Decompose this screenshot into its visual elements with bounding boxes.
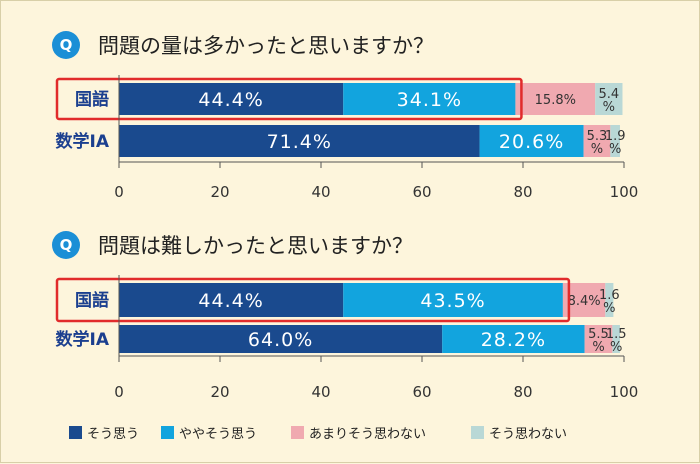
q-badge-letter: Q bbox=[60, 36, 73, 54]
data-label: 5.4 bbox=[599, 87, 620, 102]
bar-segment-so-omou bbox=[119, 83, 344, 115]
x-tick-label: 40 bbox=[311, 383, 330, 401]
data-label: 1.5 bbox=[606, 327, 627, 342]
x-tick-label: 100 bbox=[610, 383, 639, 401]
bar-row: 64.0% 28.2% 5.5%1.5% bbox=[119, 325, 627, 355]
category-label: 国語 bbox=[75, 290, 109, 311]
legend-swatch bbox=[471, 426, 484, 439]
legend-swatch bbox=[69, 426, 82, 439]
x-tick-label: 0 bbox=[114, 383, 124, 401]
question-title: 問題の量は多かったと思いますか？ bbox=[98, 34, 434, 58]
data-label: 28.2% bbox=[481, 329, 546, 351]
bar-segment-so-omou bbox=[119, 125, 480, 157]
q-badge-circle bbox=[52, 231, 80, 259]
x-tick-label: 60 bbox=[412, 383, 431, 401]
bar-segment-so-omowanai bbox=[605, 283, 614, 317]
legend: そう思う ややそう思う あまりそう思わない そう思わない bbox=[69, 426, 567, 442]
legend-item-so-omowanai: そう思わない bbox=[471, 426, 567, 442]
data-label: 43.5% bbox=[420, 290, 485, 312]
data-label: 1.6 bbox=[599, 288, 620, 303]
data-label: 15.8% bbox=[535, 93, 576, 108]
legend-item-yaya-so-omou: ややそう思う bbox=[161, 426, 257, 442]
data-label: 44.4% bbox=[198, 290, 263, 312]
bar-segment-yaya-so-omou bbox=[343, 83, 516, 115]
category-label: 数学IA bbox=[56, 329, 110, 350]
bar-segment-so-omou bbox=[119, 325, 443, 353]
bar-segment-so-omowanai bbox=[610, 125, 620, 157]
category-label: 国語 bbox=[75, 89, 109, 110]
x-tick-label: 20 bbox=[210, 183, 229, 201]
bar-segment-yaya-so-omou bbox=[442, 325, 585, 353]
q-badge-letter: Q bbox=[60, 236, 73, 254]
x-tick-label: 40 bbox=[311, 183, 330, 201]
data-label-unit: % bbox=[610, 340, 622, 355]
highlight-frame bbox=[55, 77, 523, 121]
highlight-frame bbox=[55, 277, 571, 323]
data-label: 5.5 bbox=[588, 327, 609, 342]
chart-2: Q 問題は難しかったと思いますか？ 44.4% 43.5% 8.4%1.6% 国語 64.0… bbox=[52, 231, 638, 401]
data-label: 44.4% bbox=[198, 89, 263, 111]
question-title: 問題は難しかったと思いますか？ bbox=[98, 234, 413, 258]
legend-label: あまりそう思わない bbox=[309, 427, 426, 442]
bar-row: 44.4% 43.5% 8.4%1.6% bbox=[119, 283, 620, 317]
q-badge-circle bbox=[52, 31, 80, 59]
data-label: 20.6% bbox=[499, 131, 564, 153]
bar-segment-so-omowanai bbox=[612, 325, 620, 353]
x-tick-label: 100 bbox=[610, 183, 639, 201]
bar-segment-amari-so-omowanai bbox=[583, 125, 611, 157]
data-label: 34.1% bbox=[397, 89, 462, 111]
data-label-unit: % bbox=[603, 100, 615, 115]
data-label: 64.0% bbox=[248, 329, 313, 351]
category-label: 数学IA bbox=[56, 131, 110, 152]
data-label: 5.3 bbox=[587, 129, 608, 144]
legend-item-amari-so-omowanai: あまりそう思わない bbox=[291, 426, 426, 442]
data-label: 1.9 bbox=[605, 129, 626, 144]
x-tick-label: 80 bbox=[513, 183, 532, 201]
x-tick-label: 60 bbox=[412, 183, 431, 201]
legend-label: ややそう思う bbox=[179, 427, 257, 442]
bar-segment-amari-so-omowanai bbox=[584, 325, 613, 353]
data-label: 71.4% bbox=[267, 131, 332, 153]
bar-segment-amari-so-omowanai bbox=[515, 83, 596, 115]
bar-segment-so-omowanai bbox=[595, 83, 623, 115]
bar-segment-yaya-so-omou bbox=[343, 283, 563, 317]
bar-row: 44.4% 34.1% 15.8% 5.4% bbox=[119, 83, 623, 115]
bar-segment-so-omou bbox=[119, 283, 344, 317]
legend-swatch bbox=[161, 426, 174, 439]
data-label-unit: % bbox=[609, 142, 621, 157]
bar-segment-yaya-so-omou bbox=[479, 125, 584, 157]
x-tick-label: 80 bbox=[513, 383, 532, 401]
legend-swatch bbox=[291, 426, 304, 439]
data-label-unit: % bbox=[592, 340, 604, 355]
data-label-unit: % bbox=[603, 301, 615, 316]
legend-label: そう思う bbox=[87, 427, 139, 442]
data-label-unit: % bbox=[591, 142, 603, 157]
chart-1: Q 問題の量は多かったと思いますか？ 44.4% 34.1% 15.8% 5.4% 国語 71… bbox=[52, 31, 638, 201]
legend-item-so-omou: そう思う bbox=[69, 426, 139, 442]
x-tick-label: 0 bbox=[114, 183, 124, 201]
legend-label: そう思わない bbox=[489, 427, 567, 442]
x-tick-label: 20 bbox=[210, 383, 229, 401]
data-label: 8.4% bbox=[568, 294, 601, 309]
bar-row: 71.4% 20.6% 5.3%1.9% bbox=[119, 125, 626, 157]
